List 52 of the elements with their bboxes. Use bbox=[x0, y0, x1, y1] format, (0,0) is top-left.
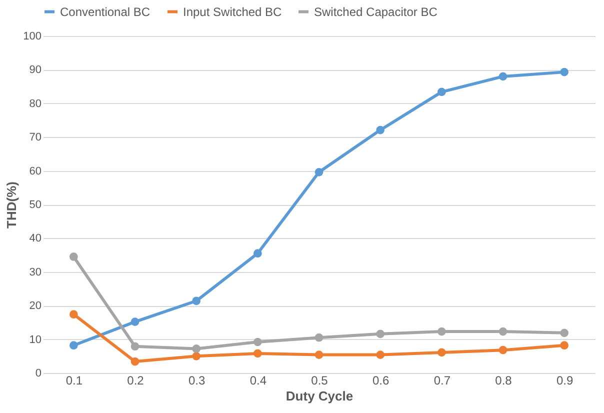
point bbox=[130, 318, 140, 326]
point bbox=[314, 168, 324, 176]
x-tick-label: 0.5 bbox=[311, 374, 328, 388]
x-tick-label: 0.6 bbox=[372, 374, 390, 388]
x-tick-label: 0.7 bbox=[434, 374, 451, 388]
legend-label: Conventional BC bbox=[60, 4, 150, 19]
point bbox=[498, 72, 508, 81]
y-tick-label: 50 bbox=[29, 199, 42, 211]
y-tick-label: 90 bbox=[29, 64, 42, 76]
point bbox=[69, 252, 78, 261]
point bbox=[376, 330, 385, 338]
point bbox=[253, 338, 262, 346]
point bbox=[560, 68, 569, 76]
y-tick-label: 70 bbox=[29, 132, 42, 144]
x-tick-label: 0.4 bbox=[250, 374, 267, 388]
x-tick-label: 0.8 bbox=[495, 374, 512, 388]
point bbox=[560, 328, 569, 338]
y-tick-label: 30 bbox=[29, 266, 42, 278]
x-tick-label: 0.1 bbox=[66, 374, 83, 388]
point bbox=[253, 249, 262, 258]
x-tick-label: 0.2 bbox=[127, 374, 144, 388]
point bbox=[69, 310, 78, 319]
y-tick-label: 80 bbox=[29, 98, 42, 110]
point bbox=[192, 352, 201, 360]
y-tick-label: 10 bbox=[29, 334, 42, 346]
x-axis-title: Duty Cycle bbox=[286, 388, 354, 404]
x-tick-label: 0.3 bbox=[188, 374, 206, 388]
point bbox=[192, 296, 201, 306]
point bbox=[498, 327, 508, 336]
legend-label: Switched Capacitor BC bbox=[314, 4, 438, 19]
legend-label: Input Switched BC bbox=[183, 4, 282, 19]
point bbox=[253, 349, 262, 358]
x-tick-label: 0.9 bbox=[556, 374, 574, 388]
point bbox=[376, 126, 385, 134]
point bbox=[498, 346, 508, 354]
point bbox=[130, 342, 140, 351]
y-tick-label: 0 bbox=[35, 368, 42, 380]
point bbox=[437, 327, 446, 336]
point bbox=[69, 341, 78, 350]
point bbox=[560, 341, 569, 350]
point bbox=[376, 350, 385, 359]
point bbox=[192, 344, 201, 353]
point bbox=[314, 333, 324, 342]
y-tick-label: 20 bbox=[29, 300, 42, 312]
y-tick-label: 40 bbox=[29, 232, 42, 245]
y-tick-label: 60 bbox=[29, 165, 42, 178]
y-tick-label: 100 bbox=[23, 30, 42, 42]
point bbox=[437, 348, 446, 357]
y-axis-title: THD(%) bbox=[4, 182, 20, 228]
point bbox=[130, 357, 140, 366]
point bbox=[437, 88, 446, 96]
point bbox=[314, 350, 324, 359]
